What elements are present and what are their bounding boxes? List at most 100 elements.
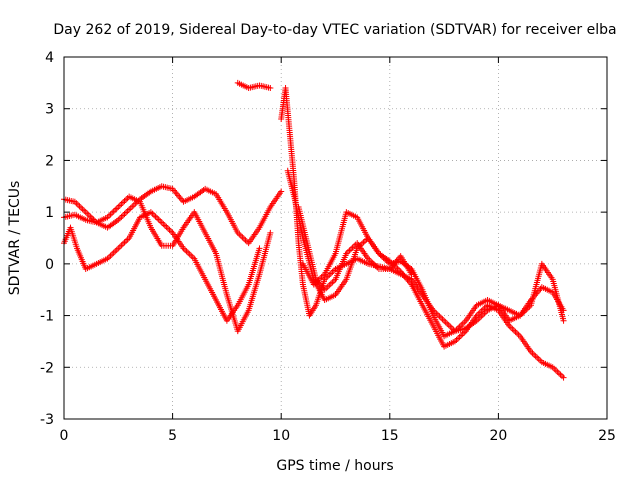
- trace-marker-track-h: [349, 244, 356, 251]
- trace-marker-track-c: [152, 213, 159, 220]
- trace-marker-track-e: [445, 322, 452, 329]
- data-point-track-c: [158, 219, 165, 226]
- trace-marker-track-f: [456, 333, 463, 340]
- trace-marker-track-f: [559, 373, 566, 380]
- trace-marker-track-h: [346, 247, 353, 254]
- chart-title: Day 262 of 2019, Sidereal Day-to-day VTE…: [53, 22, 616, 38]
- trace-marker-track-b: [119, 199, 126, 206]
- trace-marker-track-g: [461, 319, 468, 326]
- x-axis-label: GPS time / hours: [276, 458, 393, 474]
- trace-marker-track-b: [118, 201, 125, 208]
- trace-marker-track-f: [532, 353, 539, 360]
- x-tick-label: 15: [381, 428, 399, 444]
- trace-marker-track-f: [557, 371, 564, 378]
- data-point-track-a: [278, 188, 285, 195]
- data-point-track-b: [267, 229, 274, 236]
- trace-marker-track-e: [329, 268, 336, 275]
- trace-marker-track-a: [74, 201, 81, 208]
- trace-marker-track-a: [127, 205, 134, 212]
- data-point-track-a: [126, 206, 133, 213]
- trace-marker-track-f: [529, 350, 536, 357]
- trace-marker-track-b: [112, 206, 119, 213]
- trace-marker-track-c: [188, 252, 195, 259]
- trace-marker-track-c: [119, 240, 126, 247]
- trace-marker-track-b: [113, 205, 120, 212]
- trace-marker-track-f: [512, 328, 519, 335]
- y-axis-label: SDTVAR / TECUs: [7, 181, 23, 296]
- trace-marker-track-c: [118, 242, 125, 249]
- trace-marker-track-c: [121, 239, 128, 246]
- trace-marker-track-f: [507, 324, 514, 331]
- trace-marker-track-e: [434, 311, 441, 318]
- trace-marker-track-b: [110, 208, 117, 215]
- data-point-track-a: [82, 209, 89, 216]
- trace-marker-track-a: [121, 210, 128, 217]
- trace-marker-track-f: [458, 332, 465, 339]
- trace-marker-track-a: [240, 235, 247, 242]
- trace-marker-track-c: [116, 243, 123, 250]
- trace-marker-track-h: [324, 283, 331, 290]
- trace-marker-track-c: [163, 223, 170, 230]
- trace-marker-track-b: [121, 198, 128, 205]
- trace-marker-track-a: [242, 237, 249, 244]
- trace-marker-track-f: [510, 327, 517, 334]
- data-point-track-d: [267, 85, 274, 92]
- trace-marker-track-f: [554, 368, 561, 375]
- x-tick-label: 5: [168, 428, 177, 444]
- trace-marker-track-a: [129, 203, 136, 210]
- data-point-track-c: [256, 245, 263, 252]
- trace-marker-track-h: [326, 282, 333, 289]
- trace-marker-track-c: [185, 249, 192, 256]
- y-tick-label: -1: [40, 309, 54, 325]
- trace-marker-track-h: [323, 285, 330, 292]
- data-point-track-g: [560, 317, 567, 324]
- trace-marker-track-a: [76, 203, 83, 210]
- trace-marker-track-b: [124, 195, 131, 202]
- trace-marker-track-a: [124, 208, 131, 215]
- trace-marker-track-c: [157, 218, 164, 225]
- trace-marker-track-h: [348, 246, 355, 253]
- trace-marker-track-a: [85, 212, 92, 219]
- x-tick-label: 0: [60, 428, 69, 444]
- trace-marker-track-g: [459, 320, 466, 327]
- trace-marker-track-f: [535, 356, 542, 363]
- trace-marker-track-e: [444, 320, 451, 327]
- trace-marker-track-f: [555, 370, 562, 377]
- x-tick-label: 10: [272, 428, 290, 444]
- y-tick-label: 0: [45, 257, 54, 273]
- x-tick-label: 20: [489, 428, 507, 444]
- y-tick-label: -2: [40, 360, 54, 376]
- trace-marker-track-a: [123, 209, 130, 216]
- trace-marker-track-b: [116, 202, 123, 209]
- y-tick-label: 2: [45, 153, 54, 169]
- trace-marker-track-c: [149, 210, 156, 217]
- trace-marker-track-e: [326, 271, 333, 278]
- trace-marker-track-a: [81, 207, 88, 214]
- trace-marker-track-c: [164, 225, 171, 232]
- trace-marker-track-f: [515, 331, 522, 338]
- trace-marker-track-e: [439, 316, 446, 323]
- trace-marker-track-a: [78, 204, 85, 211]
- trace-marker-track-c: [107, 252, 114, 259]
- data-point-track-b: [115, 203, 122, 210]
- trace-marker-track-f: [509, 325, 516, 332]
- trace-marker-track-a: [118, 213, 125, 220]
- data-point-track-h: [408, 271, 415, 278]
- trace-marker-track-c: [110, 249, 117, 256]
- trace-marker-track-c: [183, 248, 190, 255]
- data-point-track-e: [441, 317, 448, 324]
- trace-marker-track-h: [327, 280, 334, 287]
- trace-marker-track-a: [84, 210, 91, 217]
- trace-marker-track-f: [534, 354, 541, 361]
- trace-marker-track-c: [154, 215, 161, 222]
- plot-frame: [63, 56, 608, 420]
- trace-marker-track-e: [447, 323, 454, 330]
- trace-marker-track-b: [109, 209, 116, 216]
- data-point-track-f: [560, 374, 567, 381]
- trace-marker-track-c: [168, 228, 175, 235]
- trace-marker-track-c: [155, 216, 162, 223]
- y-tick-label: 1: [45, 205, 54, 221]
- trace-marker-track-a: [239, 234, 246, 241]
- y-tick-label: 3: [45, 102, 54, 118]
